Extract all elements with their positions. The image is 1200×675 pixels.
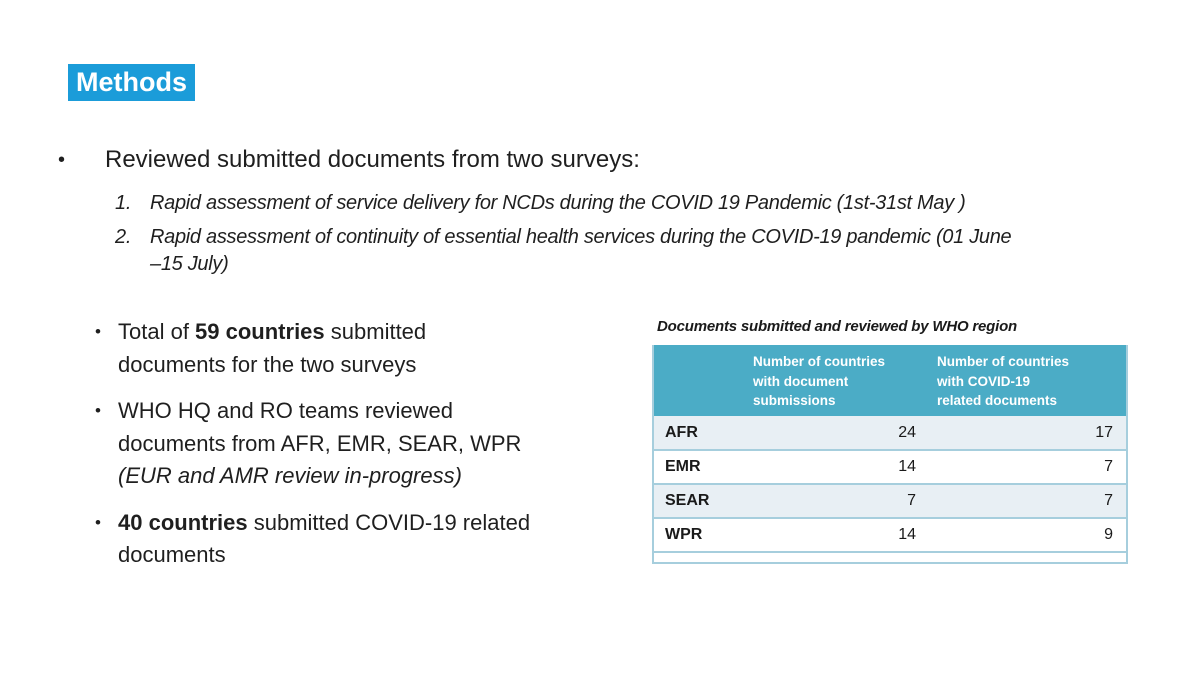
header-line: submissions bbox=[753, 393, 836, 408]
finding-text: WHO HQ and RO teams reviewed documents fr… bbox=[118, 398, 521, 488]
column-header-covid: Number of countries with COVID-19 related … bbox=[929, 345, 1126, 416]
covid-cell: 9 bbox=[1104, 526, 1113, 543]
table-row: AFR 24 17 bbox=[654, 416, 1126, 450]
header-line: Number of countries bbox=[937, 354, 1070, 369]
list-item: 1. Rapid assessment of service delivery … bbox=[115, 190, 1185, 217]
list-item-text: Rapid assessment of continuity of essent… bbox=[150, 224, 1012, 278]
text-segment-bold: 40 countries bbox=[118, 509, 248, 535]
text-segment: Total of bbox=[118, 319, 196, 344]
submissions-cell: 14 bbox=[898, 526, 916, 543]
header-line: with document bbox=[753, 373, 849, 389]
covid-cell: 17 bbox=[1095, 423, 1113, 441]
text-segment-italic: (EUR and AMR review in-progress) bbox=[118, 463, 462, 488]
list-item-line: –15 July) bbox=[150, 253, 229, 275]
table-row: SEAR 7 7 bbox=[654, 484, 1126, 518]
table-row: EMR 14 7 bbox=[654, 450, 1126, 484]
region-cell: EMR bbox=[665, 458, 701, 475]
region-cell: SEAR bbox=[665, 492, 710, 509]
findings-list: • Total of 59 countries submitted documen… bbox=[95, 316, 615, 586]
finding-total-countries: • Total of 59 countries submitted documen… bbox=[95, 316, 615, 381]
submissions-cell: 14 bbox=[898, 458, 916, 475]
finding-text: 40 countries submitted COVID-19 related d… bbox=[118, 510, 530, 568]
text-segment: documents from AFR, EMR, SEAR, WPR bbox=[118, 430, 522, 456]
finding-covid-documents: • 40 countries submitted COVID-19 relate… bbox=[95, 507, 615, 572]
region-cell: WPR bbox=[665, 526, 703, 543]
numbered-list: 1. Rapid assessment of service delivery … bbox=[115, 190, 1185, 285]
text-segment: documents bbox=[118, 542, 226, 567]
finding-review-teams: • WHO HQ and RO teams reviewed documents … bbox=[95, 395, 615, 493]
page-title: Methods bbox=[68, 64, 195, 101]
header-line: Number of countries bbox=[753, 354, 886, 369]
region-table: Number of countries with document submissi… bbox=[652, 345, 1128, 564]
column-header-submissions: Number of countries with document submissi… bbox=[745, 345, 929, 416]
text-segment: submitted bbox=[324, 319, 427, 344]
bullet-icon: • bbox=[95, 401, 101, 420]
column-header-region bbox=[654, 345, 745, 416]
main-bullet: • Reviewed submitted documents from two … bbox=[58, 144, 1168, 176]
submissions-cell: 7 bbox=[907, 492, 916, 509]
text-segment: submitted COVID-19 related bbox=[247, 509, 531, 535]
list-item-line: Rapid assessment of continuity of essent… bbox=[150, 226, 1012, 248]
bullet-icon: • bbox=[58, 149, 66, 171]
text-segment-bold: 59 countries bbox=[195, 319, 325, 344]
table-footer-spacer bbox=[654, 552, 1126, 562]
list-item: 2. Rapid assessment of continuity of ess… bbox=[115, 224, 1185, 278]
table-row: WPR 14 9 bbox=[654, 518, 1126, 552]
text-segment: WHO HQ and RO teams reviewed bbox=[118, 398, 453, 423]
region-cell: AFR bbox=[665, 423, 698, 441]
table-header-row: Number of countries with document submissi… bbox=[654, 345, 1126, 416]
header-line: with COVID-19 bbox=[937, 373, 1031, 389]
header-line: related documents bbox=[937, 393, 1058, 408]
list-item-text: Rapid assessment of service delivery for… bbox=[150, 192, 966, 214]
main-bullet-text: Reviewed submitted documents from two su… bbox=[105, 146, 640, 173]
list-item-number: 1. bbox=[115, 192, 132, 214]
list-item-number: 2. bbox=[115, 226, 132, 248]
submissions-cell: 24 bbox=[898, 423, 916, 441]
covid-cell: 7 bbox=[1104, 458, 1113, 475]
bullet-icon: • bbox=[95, 322, 101, 341]
finding-text: Total of 59 countries submitted documents… bbox=[118, 319, 426, 377]
table-caption: Documents submitted and reviewed by WHO … bbox=[657, 318, 1018, 335]
bullet-icon: • bbox=[95, 512, 101, 532]
text-segment: documents for the two surveys bbox=[118, 351, 417, 377]
covid-cell: 7 bbox=[1104, 492, 1113, 509]
